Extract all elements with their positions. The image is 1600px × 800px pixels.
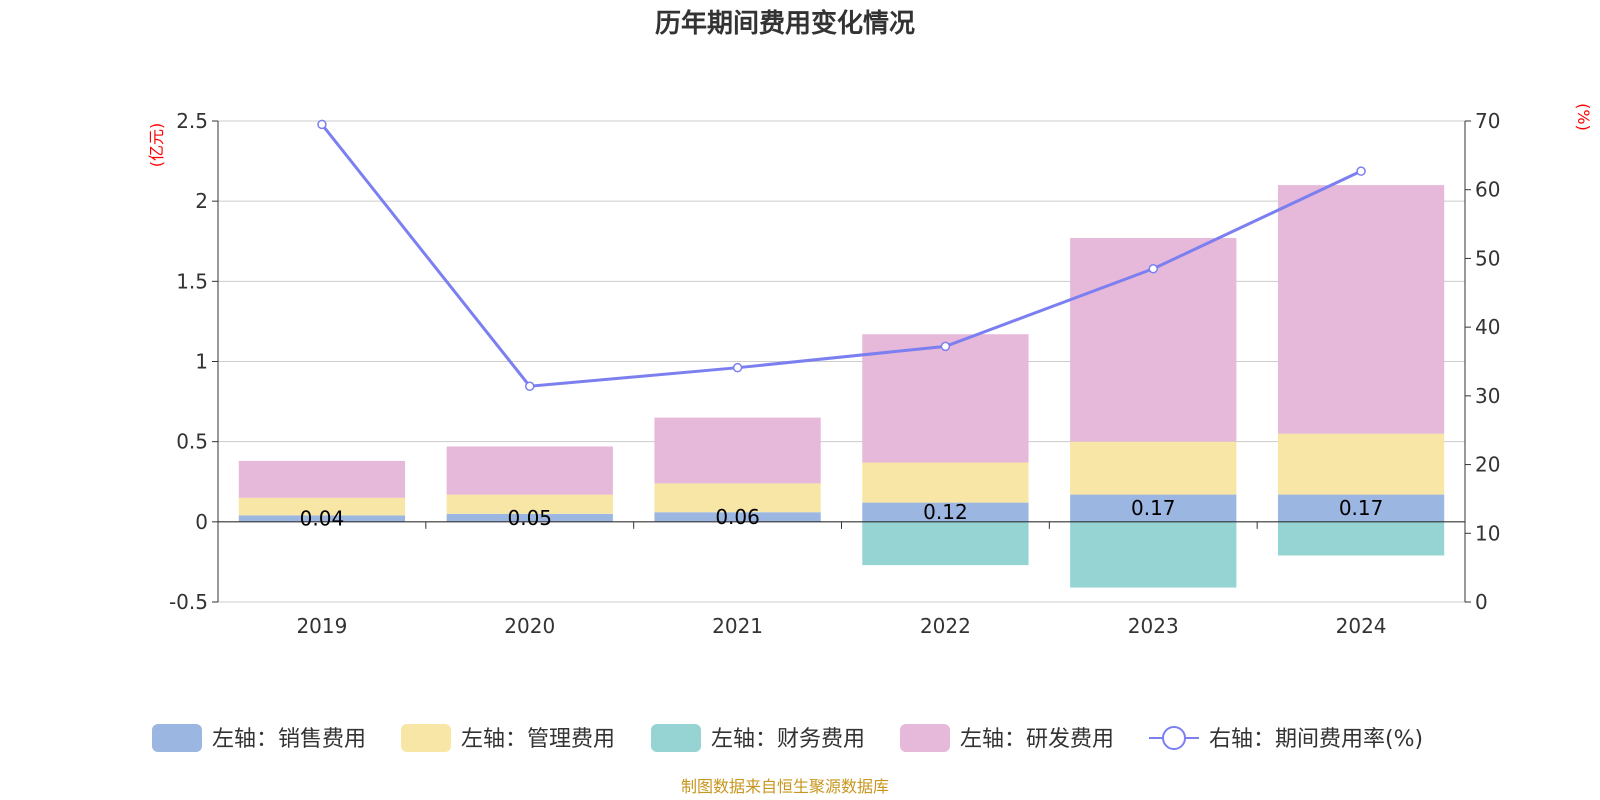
bar-data-label: 0.05 — [507, 506, 552, 530]
bar-data-label: 0.06 — [715, 505, 760, 529]
left-axis-tick-label: -0.5 — [169, 590, 208, 614]
axes-group: -0.5 0 0.5 1 1.5 2 2.5 0 10 20 30 40 50 60 70 2019 2020 2… — [169, 109, 1500, 638]
legend-line-marker — [1162, 726, 1186, 750]
legend-label: 左轴：销售费用 — [212, 727, 366, 752]
rate-line-point — [1148, 263, 1158, 274]
bar-segment — [654, 512, 821, 522]
left-axis-tick-label: 1.5 — [176, 269, 208, 293]
left-axis-tick-label: 2.5 — [176, 109, 208, 133]
rate-line-point — [1356, 166, 1366, 176]
gridlines — [218, 120, 1465, 603]
bar-segment — [1277, 185, 1445, 434]
bar-segment — [446, 494, 613, 514]
bar-segment — [1277, 433, 1445, 495]
left-axis-unit: (亿元) — [147, 123, 166, 168]
rate-line-group — [317, 119, 1366, 391]
rate-line-point — [525, 381, 535, 391]
right-axis-tick-label: 10 — [1475, 521, 1500, 545]
bar-segment — [1070, 494, 1237, 522]
x-axis-tick-label: 2019 — [296, 614, 347, 638]
bar-data-label: 0.17 — [1131, 496, 1176, 520]
bar-segment — [1070, 441, 1237, 495]
rate-line — [320, 123, 1362, 388]
bar-data-label: 0.17 — [1339, 496, 1384, 520]
legend: 左轴：销售费用 左轴：管理费用 左轴：财务费用 左轴：研发费用 右轴：期间费用率(%) — [152, 724, 1423, 752]
bar-segment — [862, 521, 1029, 566]
bar-segment — [654, 483, 821, 513]
right-axis-tick-label: 40 — [1475, 315, 1500, 339]
rate-line-point — [732, 362, 743, 373]
bar-segment — [446, 513, 613, 522]
right-axis-tick-label: 70 — [1475, 109, 1500, 133]
source-note: 制图数据来自恒生聚源数据库 — [681, 777, 889, 796]
rate-line-point — [940, 341, 951, 352]
bar-segment — [446, 446, 613, 495]
x-axis-tick-label: 2022 — [920, 614, 971, 638]
bar-segment — [654, 417, 821, 484]
x-axis-tick-label: 2021 — [712, 614, 763, 638]
bar-segment — [862, 502, 1029, 522]
rate-line-point — [317, 119, 327, 130]
bars-group — [238, 185, 1445, 588]
right-axis-tick-label: 50 — [1475, 246, 1500, 270]
bar-segment — [238, 497, 406, 516]
chart-title: 历年期间费用变化情况 — [655, 8, 915, 39]
bar-data-label: 0.12 — [923, 500, 968, 524]
legend-label: 右轴：期间费用率(%) — [1209, 727, 1423, 752]
right-axis-tick-label: 0 — [1475, 590, 1488, 614]
right-axis-tick-label: 60 — [1475, 178, 1500, 202]
x-axis-tick-label: 2024 — [1336, 614, 1387, 638]
bar-segment — [862, 462, 1029, 503]
bar-segment — [238, 460, 406, 498]
legend-swatch — [651, 724, 701, 752]
x-axis-tick-label: 2020 — [504, 614, 555, 638]
left-axis-tick-label: 1 — [195, 350, 208, 374]
right-axis-unit: (%) — [1574, 103, 1593, 131]
bar-segment — [1277, 494, 1445, 522]
legend-label: 左轴：财务费用 — [711, 727, 865, 752]
legend-swatch — [152, 724, 202, 752]
legend-label: 左轴：研发费用 — [960, 727, 1114, 752]
bar-segment — [238, 515, 406, 522]
left-axis-tick-label: 0.5 — [176, 430, 208, 454]
data-labels-group: 0.04 0.05 0.06 0.12 0.17 0.17 — [300, 496, 1384, 530]
right-axis-tick-label: 30 — [1475, 384, 1500, 408]
left-axis-tick-label: 0 — [195, 510, 208, 534]
bar-segment — [1070, 521, 1237, 588]
legend-swatch — [401, 724, 451, 752]
bar-segment — [1277, 521, 1445, 556]
legend-swatch — [900, 724, 950, 752]
left-axis-tick-label: 2 — [195, 189, 208, 213]
bar-data-label: 0.04 — [300, 507, 345, 531]
legend-label: 左轴：管理费用 — [461, 727, 615, 752]
bar-segment — [862, 334, 1029, 463]
right-axis-tick-label: 20 — [1475, 453, 1500, 477]
x-axis-tick-label: 2023 — [1128, 614, 1179, 638]
